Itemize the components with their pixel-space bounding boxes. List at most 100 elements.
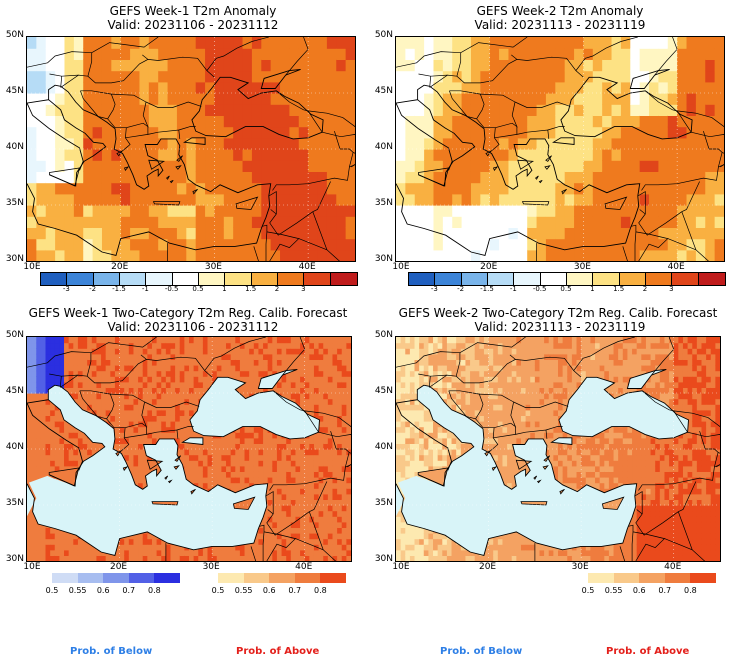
panel-3-valid: Valid: 20231106 - 20231112 [107,320,279,334]
sea-mask [258,369,298,389]
prob-tick: 0.7 [288,586,302,595]
colorbar-swatch [172,273,199,285]
colorbar-swatch [93,273,120,285]
sea-mask [27,385,268,561]
colorbar-tick: 2 [274,285,280,293]
prob-swatch [218,573,244,583]
colorbar-tick: 3 [669,285,674,293]
colorbar-tick: -1.5 [112,285,126,293]
panel-1-title: GEFS Week-1 T2m Anomaly [109,4,277,18]
prob-swatch [128,573,155,583]
lat-label: 35N [5,198,24,208]
lon-label: 10E [23,262,41,272]
colorbar-tick: 0.5 [192,285,204,293]
prob-swatch [320,573,346,583]
lon-label: 10E [23,562,41,572]
colorbar-swatch [698,273,725,285]
colorbar-swatch [487,273,515,285]
prob-tick: 0.7 [658,586,672,595]
prob-swatch [154,573,180,583]
anomaly-colorbar-1 [40,272,358,286]
prob-tick: 0.5 [581,586,595,595]
colorbar-swatch [645,273,673,285]
prob-tick: 0.55 [604,586,623,595]
sea-mask [627,369,667,389]
colorbar-tick: 2 [642,285,648,293]
prob-below-label-1: Prob. of Below [70,646,153,657]
prob-swatch [294,573,321,583]
prob-above-label-1: Prob. of Above [236,646,320,657]
colorbar-tick: -3 [430,285,438,293]
panel-1-valid: Valid: 20231106 - 20231112 [107,18,279,32]
prob-tick: 0.8 [148,586,161,595]
prob-tick: 0.6 [262,586,276,595]
lon-label: 30E [202,562,220,572]
colorbar-swatch [409,273,436,285]
colorbar-swatch [540,273,567,285]
lon-label: 20E [478,562,497,572]
lat-label: 35N [5,498,24,508]
colorbar-tick: 1 [222,285,227,293]
panel-2-title: GEFS Week-2 T2m Anomaly [476,4,644,18]
lat-label: 40N [5,142,24,152]
lon-label: 20E [111,262,129,272]
lat-label: 50N [5,30,24,40]
prob-swatch [588,573,614,583]
lat-label: 40N [374,442,393,452]
prob-swatch [613,573,640,583]
lat-label: 45N [5,86,24,96]
lon-label: 30E [204,262,222,272]
colorbar-swatch [67,273,94,285]
colorbar-tick: -2 [457,285,465,293]
colorbar-swatch [330,273,357,285]
sea-mask [558,377,689,439]
colorbar-swatch [672,273,699,285]
colorbar-swatch [514,273,541,285]
colorbar-tick: 1.5 [613,285,625,293]
lat-label: 40N [5,442,24,452]
panel-3-title: GEFS Week-1 Two-Category T2m Reg. Calib.… [28,306,348,320]
colorbar-swatch [304,273,331,285]
lat-label: 30N [374,254,393,264]
lat-label: 30N [5,254,24,264]
colorbar-tick: 0.5 [560,285,572,293]
colorbar-swatch [198,273,226,285]
colorbar-tick: -0.5 [532,285,547,293]
lon-label: 10E [392,262,410,272]
sea-mask [189,377,320,439]
anomaly-colorbar-2 [408,272,726,286]
sea-mask [396,385,637,561]
colorbar-tick: -0.5 [164,285,179,293]
lat-label: 45N [374,86,393,96]
panel-4-valid: Valid: 20231113 - 20231119 [474,320,646,334]
panel-1-map [26,36,356,262]
lat-label: 50N [374,330,393,340]
lon-label: 40E [667,262,685,272]
prob-tick: 0.55 [234,586,253,595]
lat-label: 50N [5,330,24,340]
prob-tick: 0.55 [68,586,87,595]
lon-label: 10E [392,562,410,572]
prob-swatch [243,573,270,583]
prob-swatch [52,573,78,583]
colorbar-swatch [435,273,462,285]
prob-swatch [103,573,129,583]
lon-label: 40E [664,562,682,572]
colorbar-tick: -3 [62,285,70,293]
lat-label: 35N [374,498,393,508]
lat-label: 30N [5,554,24,564]
prob-tick: 0.5 [211,586,225,595]
lon-label: 20E [480,262,498,272]
prob-above-label-2: Prob. of Above [606,646,690,657]
colorbar-swatch [593,273,620,285]
colorbar-tick: 1.5 [245,285,257,293]
colorbar-tick: 3 [301,285,306,293]
prob-tick: 0.5 [45,586,59,595]
lat-label: 45N [5,386,24,396]
lon-label: 20E [109,562,128,572]
panel-3-map [26,336,352,562]
colorbar-swatch [41,273,68,285]
colorbar-swatch [461,273,488,285]
prob-swatch [269,573,295,583]
lon-label: 40E [295,562,313,572]
